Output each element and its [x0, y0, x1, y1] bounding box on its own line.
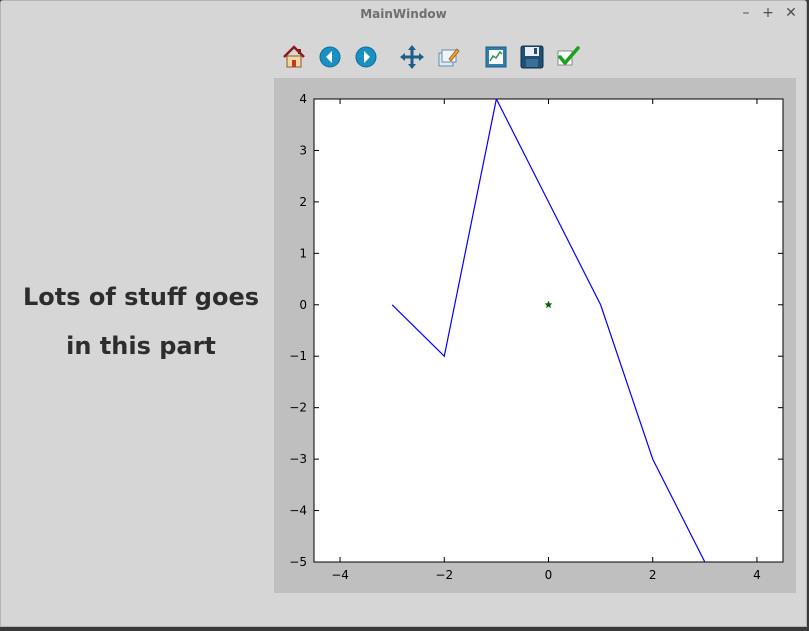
subplots-button[interactable] — [481, 42, 511, 72]
x-tick-label: 0 — [545, 568, 553, 582]
home-button[interactable] — [279, 42, 309, 72]
check-icon — [557, 46, 580, 66]
save-button[interactable] — [517, 42, 547, 72]
back-icon — [319, 46, 341, 68]
maximize-button[interactable]: + — [762, 5, 774, 21]
y-tick-label: 4 — [299, 92, 307, 106]
forward-button[interactable] — [351, 42, 381, 72]
zoom-button[interactable] — [433, 42, 463, 72]
forward-icon — [355, 46, 377, 68]
y-tick-label: −1 — [289, 349, 307, 363]
close-button[interactable]: ✕ — [785, 5, 797, 21]
subplots-icon — [485, 46, 507, 68]
y-tick-label: −3 — [289, 452, 307, 466]
line-chart: −4 −2 0 2 4 4 3 2 1 0 −1 −2 −3 −4 −5 — [289, 92, 784, 582]
y-tick-label: −4 — [289, 504, 307, 518]
zoom-icon — [438, 48, 460, 67]
series-line — [391, 99, 706, 562]
y-tick-label: 1 — [299, 246, 307, 260]
y-tick-label: −5 — [289, 555, 307, 569]
star-marker — [544, 300, 553, 309]
left-panel-line-1: Lots of stuff goes — [22, 283, 260, 311]
x-tick-label: −4 — [331, 568, 349, 582]
save-icon — [520, 45, 544, 69]
axes-area — [313, 98, 784, 563]
apply-button[interactable] — [553, 42, 583, 72]
y-tick-label: −2 — [289, 401, 307, 415]
y-tick-label: 2 — [299, 195, 307, 209]
x-tick-label: −2 — [435, 568, 453, 582]
pan-button[interactable] — [397, 42, 427, 72]
minimize-button[interactable]: – — [742, 5, 750, 21]
y-tick-label: 3 — [299, 143, 307, 157]
y-tick-label: 0 — [299, 298, 307, 312]
home-icon — [283, 45, 305, 68]
pan-icon — [400, 45, 424, 69]
back-button[interactable] — [315, 42, 345, 72]
title-bar[interactable]: MainWindow – + ✕ — [1, 1, 806, 28]
window-title: MainWindow — [360, 7, 447, 21]
left-panel-text: Lots of stuff goes in this part — [11, 273, 271, 371]
x-tick-label: 4 — [753, 568, 761, 582]
x-tick-label: 2 — [649, 568, 657, 582]
plot-toolbar — [275, 42, 605, 74]
plot-canvas[interactable]: −4 −2 0 2 4 4 3 2 1 0 −1 −2 −3 −4 −5 — [274, 78, 796, 593]
left-panel-line-2: in this part — [66, 332, 216, 360]
